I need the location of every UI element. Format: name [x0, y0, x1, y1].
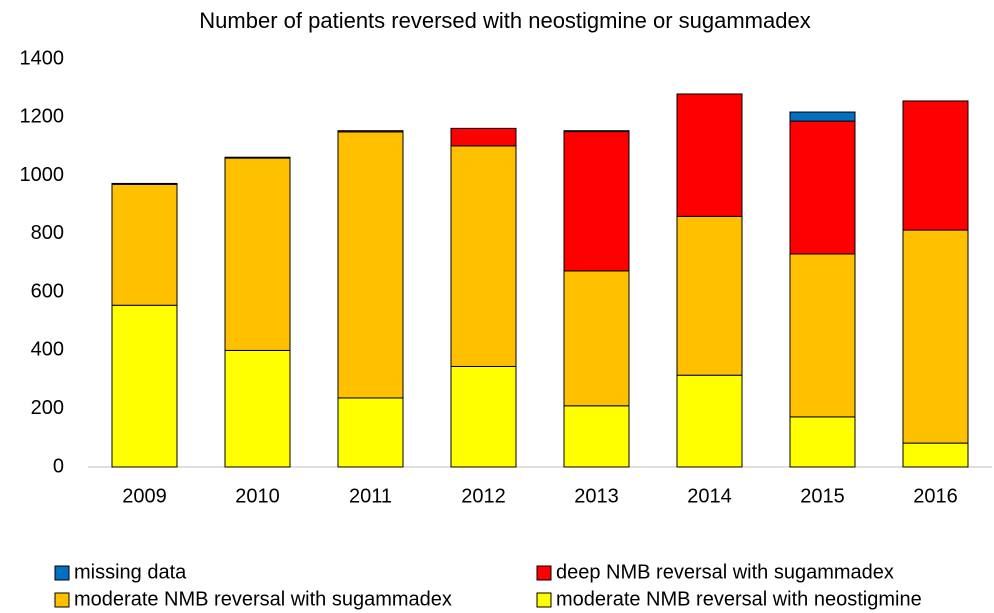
bar-segment	[111, 304, 178, 468]
bar-segment	[789, 120, 856, 255]
x-tick-label: 2013	[574, 485, 619, 507]
bar-segment	[450, 127, 517, 147]
x-tick-label: 2011	[349, 485, 392, 507]
x-tick-label: 2009	[122, 485, 167, 507]
bar-segment	[337, 397, 404, 468]
bar-segment	[337, 130, 404, 133]
bar-segment	[224, 157, 291, 351]
bar-segment	[450, 145, 517, 367]
legend-swatch	[54, 565, 70, 581]
x-tick-label: 2012	[461, 485, 506, 507]
x-tick-label: 2014	[687, 485, 732, 507]
y-tick-label: 1400	[20, 47, 65, 69]
bar-segment	[789, 416, 856, 468]
bar-segment	[337, 131, 404, 399]
legend-label: deep NMB reversal with sugammadex	[556, 561, 894, 583]
bar-segment	[676, 215, 743, 376]
bar-segment	[111, 183, 178, 306]
legend-swatch	[536, 565, 552, 581]
bar-segment	[563, 405, 630, 468]
bar-segment	[563, 130, 630, 133]
bar-segment	[676, 374, 743, 468]
chart-title: Number of patients reversed with neostig…	[199, 8, 810, 33]
bar-segment	[789, 253, 856, 418]
y-tick-label: 800	[31, 222, 64, 244]
y-tick-label: 1000	[20, 164, 65, 186]
bar-segment	[902, 100, 969, 231]
y-tick-label: 200	[31, 397, 64, 419]
x-tick-label: 2010	[235, 485, 280, 507]
legend-label: missing data	[74, 561, 187, 583]
y-tick-label: 0	[53, 455, 64, 477]
legend-label: moderate NMB reversal with sugammadex	[74, 588, 452, 610]
bar-segment	[563, 131, 630, 272]
legend-swatch	[536, 592, 552, 608]
bar-segment	[111, 182, 178, 185]
y-tick-label: 400	[31, 339, 64, 361]
bar-segment	[676, 93, 743, 217]
bar-segment	[224, 156, 291, 159]
x-tick-label: 2016	[913, 485, 958, 507]
bar-segment	[563, 270, 630, 407]
bar-segment	[902, 229, 969, 444]
x-tick-label: 2015	[800, 485, 845, 507]
y-tick-label: 1200	[20, 106, 65, 128]
bar-segment	[789, 111, 856, 122]
legend-swatch	[54, 592, 70, 608]
y-tick-label: 600	[31, 280, 64, 302]
bar-segment	[224, 349, 291, 468]
bar-segment	[450, 365, 517, 468]
bar-segment	[902, 442, 969, 468]
legend-label: moderate NMB reversal with neostigmine	[556, 588, 922, 610]
